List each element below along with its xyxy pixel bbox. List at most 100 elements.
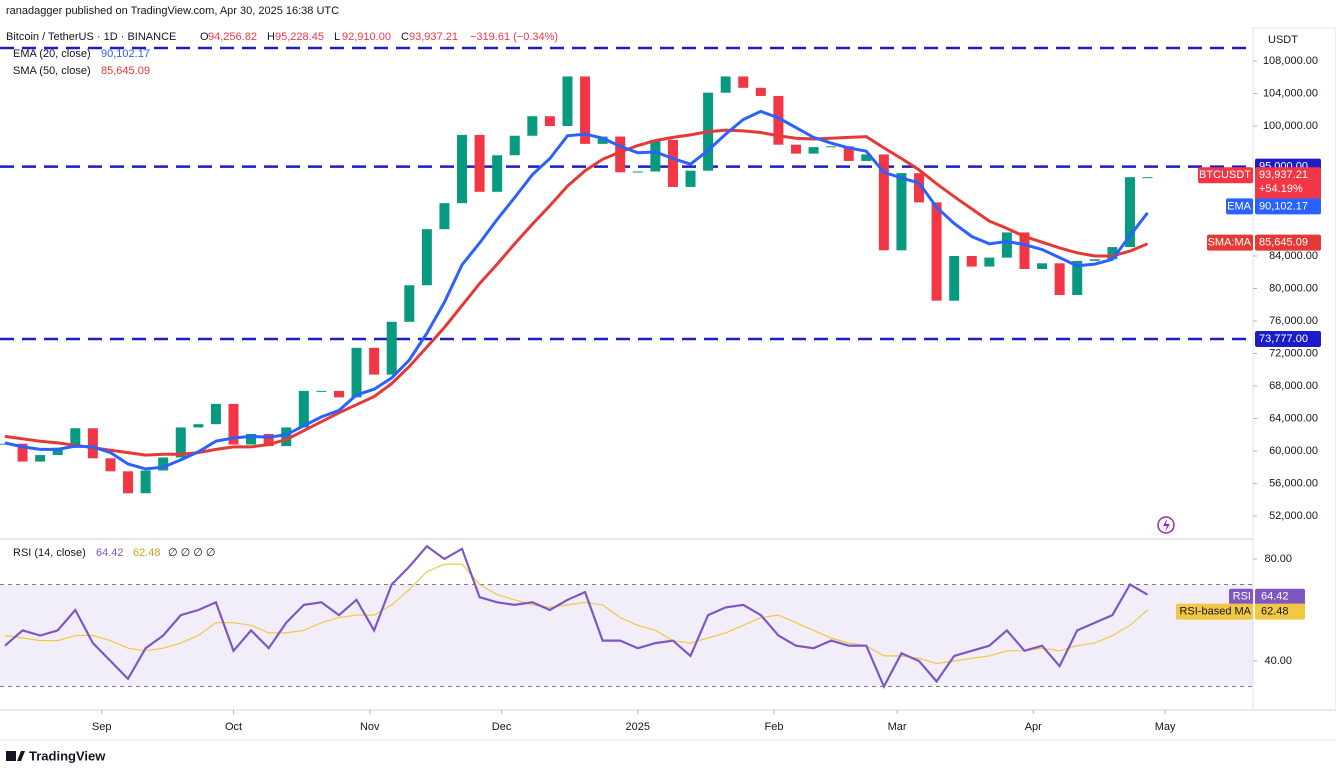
rsi-tag-name-box (1176, 603, 1253, 620)
flash-bolt (1163, 519, 1170, 532)
x-tick-label: Feb (765, 721, 784, 733)
candle (896, 173, 907, 251)
candle (509, 135, 520, 156)
candle (580, 76, 591, 144)
price-tag-name: BTCUSDT (1199, 169, 1251, 181)
y-tick-label: 72,000.00 (1269, 347, 1318, 359)
candle (966, 256, 977, 267)
footer-brand: TradingView (29, 748, 106, 763)
y-tick-label: 56,000.00 (1269, 477, 1318, 489)
rsi-y-tick-label: 80.00 (1264, 553, 1292, 565)
y-tick-label: 100,000.00 (1263, 120, 1318, 132)
candle (597, 136, 608, 144)
rsi-line (4, 544, 1149, 690)
candle (790, 144, 801, 154)
price-tag-line: +54.19% (1259, 183, 1303, 195)
rsi-ma-value: 62.48 (133, 547, 161, 559)
candle (457, 134, 468, 204)
candle (158, 457, 169, 471)
rsi-extra: ∅ ∅ ∅ ∅ (168, 547, 216, 559)
candle (52, 447, 63, 456)
candle (984, 257, 995, 267)
change: −319.61 (−0.34%) (470, 31, 558, 43)
ohlc-value: 92,910.00 (342, 31, 391, 43)
x-tick-label: Dec (492, 721, 512, 733)
candle (1019, 232, 1030, 270)
price-tag-name-box (1226, 198, 1253, 215)
candle (1124, 177, 1135, 248)
header: ranadagger published on TradingView.com,… (6, 5, 339, 17)
candle (123, 471, 134, 494)
price-tag-name-box (1207, 234, 1253, 251)
candle (175, 427, 186, 458)
price-tag-name-box (1198, 167, 1253, 184)
candle (87, 428, 98, 459)
currency: USDT (1268, 34, 1298, 46)
candle (667, 139, 678, 187)
rsi-y-tick-label: 40.00 (1264, 655, 1292, 667)
rsi-tag-name: RSI (1233, 591, 1251, 603)
candle (70, 428, 81, 448)
candle (386, 321, 397, 375)
rsi-tag-box (1255, 603, 1305, 620)
candle (333, 390, 344, 398)
price-tag-name: SMA:MA (1208, 237, 1252, 249)
flash-icon[interactable] (1157, 516, 1175, 534)
rsi-tag-label: 64.42 (1261, 591, 1289, 603)
y-tick-label: 104,000.00 (1263, 87, 1318, 99)
x-tick-label: May (1155, 721, 1176, 733)
candle (1089, 259, 1100, 261)
candle (632, 171, 643, 173)
ema-legend: EMA (20, close) (13, 48, 91, 60)
candle (1001, 232, 1012, 258)
ohlc-value: 93,937.21 (409, 31, 458, 43)
price-tag-box (1255, 198, 1321, 215)
candle (17, 443, 28, 462)
candle (562, 76, 573, 127)
x-tick-label: Mar (888, 721, 907, 733)
rsi-ma-line (4, 563, 1148, 665)
candle (773, 95, 784, 145)
y-tick-label: 76,000.00 (1269, 315, 1318, 327)
candle (1107, 247, 1118, 260)
y-tick-label: 80,000.00 (1269, 282, 1318, 294)
level-tag-label: 73,777.00 (1259, 333, 1308, 345)
y-tick-label: 60,000.00 (1269, 445, 1318, 457)
candle (755, 87, 766, 96)
candle (650, 139, 661, 172)
candle (193, 424, 204, 428)
candle (105, 458, 116, 472)
rsi-tag-name: RSI-based MA (1179, 606, 1251, 618)
candle (544, 116, 555, 127)
candle (843, 146, 854, 161)
candle (1037, 263, 1048, 270)
candle (861, 154, 872, 161)
candle (281, 427, 292, 447)
rsi-tag-box (1255, 588, 1305, 605)
candle (369, 347, 380, 375)
x-tick-label: Sep (92, 721, 112, 733)
level-tag (1255, 331, 1321, 348)
y-tick-label: 64,000.00 (1269, 412, 1318, 424)
tv-logo (6, 751, 25, 761)
candle (949, 256, 960, 301)
candle (351, 347, 362, 398)
candle (316, 390, 327, 392)
price-tag-box (1255, 234, 1321, 251)
ohlc-prefix: L (334, 31, 340, 43)
price-tag-line: 93,937.21 (1259, 169, 1308, 181)
candle (263, 433, 274, 447)
candle (527, 116, 538, 136)
ema-legend-value: 90,102.17 (101, 48, 150, 60)
x-tick-label: Apr (1025, 721, 1042, 733)
ohlc-prefix: O (200, 31, 209, 43)
y-tick-label: 84,000.00 (1269, 250, 1318, 262)
candle (615, 136, 626, 173)
sma-legend-value: 85,645.09 (101, 65, 150, 77)
candle (474, 134, 485, 192)
ohlc-prefix: H (267, 31, 275, 43)
price-tag-name: EMA (1227, 200, 1252, 212)
rsi-tag-label: 62.48 (1261, 606, 1289, 618)
ohlc-prefix: C (401, 31, 409, 43)
